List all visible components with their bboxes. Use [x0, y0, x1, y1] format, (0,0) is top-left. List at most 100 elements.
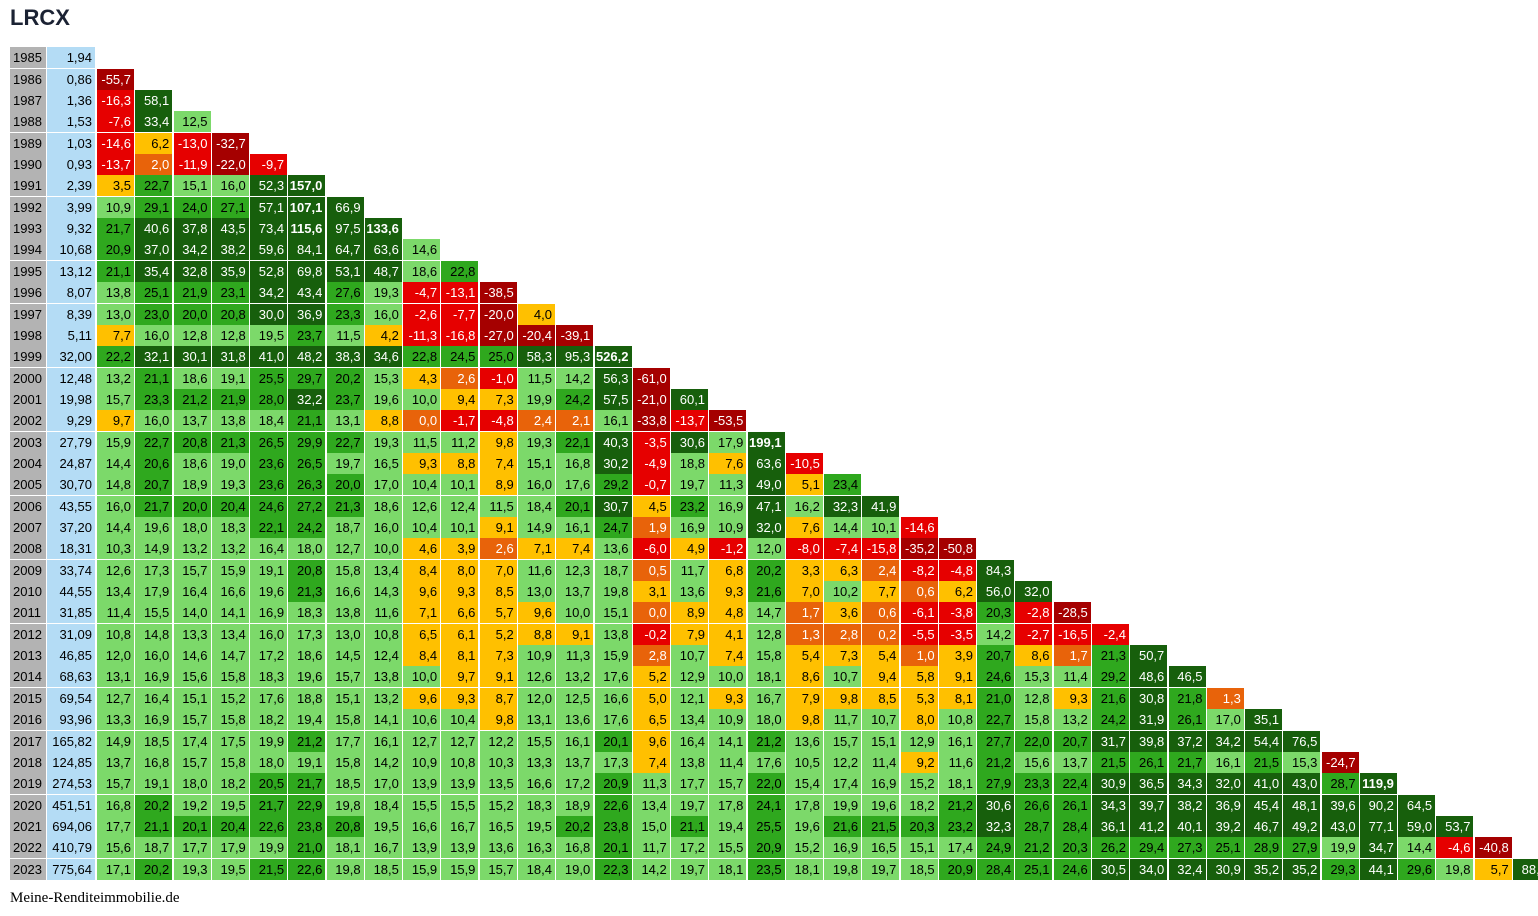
- return-cell: 28,7: [1015, 815, 1053, 837]
- return-cell: 15,2: [900, 773, 938, 795]
- return-cell: 16,4: [173, 581, 211, 603]
- return-cell: 2,4: [517, 410, 555, 432]
- return-cell: 34,0: [1130, 858, 1168, 880]
- return-cell: 15,7: [173, 751, 211, 773]
- return-cell: 43,0: [1283, 773, 1321, 795]
- return-cell: 13,9: [441, 837, 479, 859]
- return-cell: 22,7: [326, 431, 364, 453]
- return-cell: 23,4: [824, 474, 862, 496]
- return-cell: 10,1: [441, 517, 479, 538]
- return-cell: 56,0: [977, 581, 1015, 603]
- return-cell: 15,1: [862, 730, 900, 752]
- year-label: 2021: [10, 815, 46, 837]
- year-label: 1996: [10, 282, 46, 304]
- return-cell: 12,2: [824, 751, 862, 773]
- return-cell: 41,9: [862, 495, 900, 517]
- return-cell: 19,6: [250, 581, 288, 603]
- return-cell: 3,6: [824, 602, 862, 624]
- return-cell: 28,4: [1053, 815, 1091, 837]
- return-cell: 26,6: [1015, 794, 1053, 816]
- return-cell: 11,7: [671, 559, 709, 581]
- return-cell: 21,0: [977, 687, 1015, 709]
- return-cell: 19,0: [211, 452, 249, 474]
- price-cell: 24,87: [47, 452, 95, 474]
- return-cell: 34,6: [364, 346, 402, 368]
- price-cell: 5,11: [47, 324, 95, 346]
- return-cell: 20,2: [556, 815, 594, 837]
- return-cell: 30,8: [1130, 687, 1168, 709]
- return-cell: 10,0: [403, 388, 441, 410]
- return-cell: -39,1: [556, 324, 594, 346]
- return-cell: -20,0: [479, 303, 517, 325]
- return-cell: 18,5: [900, 858, 938, 880]
- return-cell: 20,3: [900, 815, 938, 837]
- year-label: 2017: [10, 730, 46, 752]
- return-cell: 35,1: [1245, 709, 1283, 731]
- return-cell: 20,4: [211, 815, 249, 837]
- return-cell: 22,0: [1015, 730, 1053, 752]
- return-cell: 13,1: [326, 410, 364, 432]
- return-cell: -15,8: [862, 538, 900, 560]
- price-cell: 46,85: [47, 645, 95, 667]
- return-cell: 16,1: [556, 730, 594, 752]
- return-cell: 10,9: [403, 751, 441, 773]
- return-cell: -16,3: [97, 90, 134, 111]
- return-cell: 14,2: [364, 751, 402, 773]
- return-cell: 10,9: [97, 196, 134, 218]
- return-cell: 6,5: [403, 623, 441, 645]
- return-cell: 15,1: [173, 175, 211, 197]
- return-cell: 77,1: [1359, 815, 1397, 837]
- return-cell: 43,0: [1321, 815, 1359, 837]
- return-cell: 18,2: [250, 709, 288, 731]
- return-cell: 8,9: [479, 474, 517, 496]
- return-cell: 73,4: [250, 218, 288, 240]
- year-label: 2006: [10, 495, 46, 517]
- return-cell: 18,6: [173, 367, 211, 389]
- return-cell: 14,7: [747, 602, 785, 624]
- return-cell: 41,0: [1245, 773, 1283, 795]
- return-cell: 12,7: [403, 730, 441, 752]
- return-cell: 10,7: [862, 709, 900, 731]
- year-label: 2023: [10, 858, 46, 880]
- price-cell: 0,93: [47, 154, 95, 176]
- return-cell: 18,4: [517, 495, 555, 517]
- return-cell: 56,3: [594, 367, 632, 389]
- return-cell: 40,1: [1168, 815, 1206, 837]
- return-cell: 14,4: [824, 517, 862, 538]
- year-label: 1991: [10, 175, 46, 197]
- price-cell: 93,96: [47, 709, 95, 731]
- return-cell: 11,5: [403, 431, 441, 453]
- return-cell: 2,0: [135, 154, 173, 176]
- return-cell: 19,1: [288, 751, 326, 773]
- return-cell: 29,2: [594, 474, 632, 496]
- price-cell: 451,51: [47, 794, 95, 816]
- return-cell: 21,0: [288, 837, 326, 859]
- return-cell: 5,2: [479, 623, 517, 645]
- return-cell: 15,8: [211, 666, 249, 688]
- return-cell: 16,0: [135, 410, 173, 432]
- return-cell: 58,1: [135, 90, 173, 111]
- return-cell: 13,6: [479, 837, 517, 859]
- return-cell: 17,0: [364, 474, 402, 496]
- return-cell: 24,6: [250, 495, 288, 517]
- return-cell: 17,6: [250, 687, 288, 709]
- return-cell: 9,1: [479, 517, 517, 538]
- return-cell: 13,2: [211, 538, 249, 560]
- return-cell: 41,0: [250, 346, 288, 368]
- return-cell: 15,3: [1283, 751, 1321, 773]
- return-cell: 12,0: [747, 538, 785, 560]
- return-cell: 16,9: [135, 666, 173, 688]
- return-cell: 5,7: [1474, 858, 1512, 880]
- return-cell: 4,9: [671, 538, 709, 560]
- return-cell: 8,8: [364, 410, 402, 432]
- return-cell: 9,7: [97, 410, 134, 432]
- return-cell: 25,1: [1206, 837, 1244, 859]
- return-cell: -40,8: [1474, 837, 1512, 859]
- return-cell: 5,3: [900, 687, 938, 709]
- return-cell: 1,0: [900, 645, 938, 667]
- price-cell: 37,20: [47, 517, 95, 538]
- price-cell: 274,53: [47, 773, 95, 795]
- return-cell: 20,3: [1053, 837, 1091, 859]
- return-cell: 37,2: [1168, 730, 1206, 752]
- return-cell: 11,3: [632, 773, 670, 795]
